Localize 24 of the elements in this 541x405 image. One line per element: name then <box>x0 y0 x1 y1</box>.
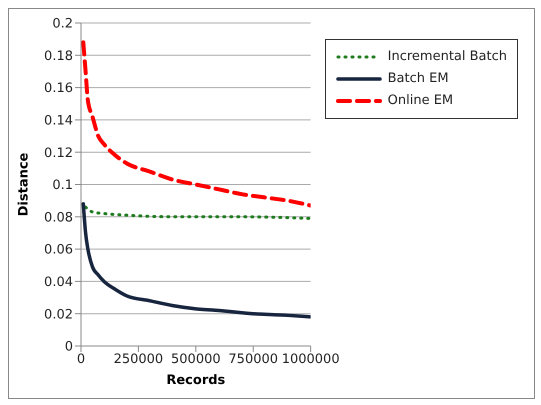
y-tick-label: 0.1 <box>52 178 73 194</box>
x-tick-label: 0 <box>76 352 86 368</box>
y-tick-label: 0.18 <box>44 48 73 64</box>
y-tick-label: 0.08 <box>44 210 73 226</box>
y-tick-label: 0.14 <box>44 114 73 129</box>
y-axis-title: Distance <box>16 152 32 216</box>
legend-label: Batch EM <box>388 70 449 88</box>
y-tick-label: 0.12 <box>44 146 73 161</box>
y-tick-label: 0.2 <box>52 16 73 32</box>
line-series <box>84 206 311 220</box>
y-tick-label: 0.16 <box>44 81 73 96</box>
x-tick-label: 500000 <box>171 352 221 368</box>
y-tick-label: 0 <box>64 340 73 355</box>
legend-label: Incremental Batch <box>388 48 507 66</box>
line-series <box>81 40 311 208</box>
x-axis-title: Records <box>166 373 226 388</box>
x-tick-label: 750000 <box>228 352 278 368</box>
x-tick-label: 250000 <box>114 352 164 368</box>
x-tick-label: 1000000 <box>282 352 340 368</box>
y-tick-label: 0.06 <box>44 242 73 258</box>
legend-label: Online EM <box>388 92 454 110</box>
line-series <box>82 202 311 319</box>
y-tick-label: 0.02 <box>44 307 73 322</box>
y-tick-label: 0.04 <box>44 275 73 290</box>
